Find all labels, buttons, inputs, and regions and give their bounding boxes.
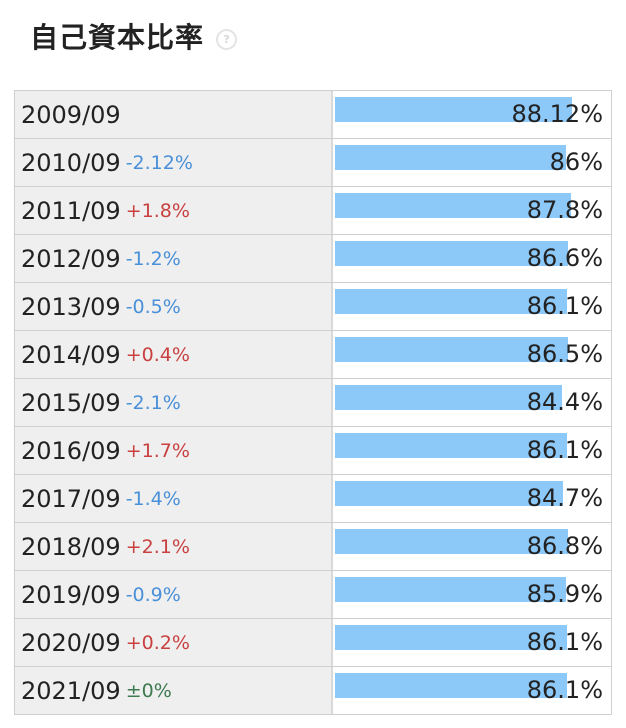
bar-cell: 86.5%: [333, 331, 611, 378]
table-row: 2021/09 ±0% 86.1%: [14, 667, 612, 715]
bar: [335, 577, 566, 602]
bar: [335, 529, 568, 554]
table-row: 2011/09 +1.8% 87.8%: [14, 187, 612, 235]
bar-value-label: 86%: [549, 148, 603, 176]
year-label: 2012/09: [21, 244, 121, 273]
bar-value-label: 84.4%: [526, 388, 603, 416]
year-cell: 2021/09 ±0%: [15, 667, 333, 714]
bar-value-label: 85.9%: [526, 580, 603, 608]
bar-value-label: 86.5%: [526, 340, 603, 368]
equity-ratio-table: 2009/09 88.12% 2010/09 -2.12% 86% 2011/09 +1.8…: [14, 90, 612, 715]
year-cell: 2017/09 -1.4%: [15, 475, 333, 522]
year-cell: 2012/09 -1.2%: [15, 235, 333, 282]
year-label: 2018/09: [21, 532, 121, 561]
bar: [335, 673, 567, 698]
year-cell: 2018/09 +2.1%: [15, 523, 333, 570]
bar-value-label: 86.1%: [526, 436, 603, 464]
bar-value-label: 86.1%: [526, 292, 603, 320]
table-row: 2017/09 -1.4% 84.7%: [14, 475, 612, 523]
year-cell: 2015/09 -2.1%: [15, 379, 333, 426]
change-label: +1.8%: [125, 199, 190, 222]
bar: [335, 337, 568, 362]
year-cell: 2009/09: [15, 91, 333, 138]
bar: [335, 433, 567, 458]
table-row: 2018/09 +2.1% 86.8%: [14, 523, 612, 571]
year-label: 2011/09: [21, 196, 121, 225]
change-label: -1.4%: [125, 487, 181, 510]
table-row: 2020/09 +0.2% 86.1%: [14, 619, 612, 667]
change-label: -2.12%: [125, 151, 193, 174]
bar-cell: 86.1%: [333, 283, 611, 330]
table-row: 2009/09 88.12%: [14, 91, 612, 139]
table-row: 2014/09 +0.4% 86.5%: [14, 331, 612, 379]
bar: [335, 625, 567, 650]
year-label: 2015/09: [21, 388, 121, 417]
bar: [335, 97, 572, 122]
bar: [335, 385, 562, 410]
bar-cell: 88.12%: [333, 91, 611, 138]
bar: [335, 193, 571, 218]
year-label: 2016/09: [21, 436, 121, 465]
year-label: 2021/09: [21, 676, 121, 705]
year-cell: 2010/09 -2.12%: [15, 139, 333, 186]
table-row: 2015/09 -2.1% 84.4%: [14, 379, 612, 427]
year-label: 2020/09: [21, 628, 121, 657]
bar-value-label: 84.7%: [526, 484, 603, 512]
change-label: +1.7%: [125, 439, 190, 462]
bar-cell: 86%: [333, 139, 611, 186]
bar-value-label: 88.12%: [511, 100, 603, 128]
bar: [335, 145, 566, 170]
change-label: -0.5%: [125, 295, 181, 318]
bar: [335, 481, 563, 506]
bar-cell: 84.4%: [333, 379, 611, 426]
change-label: +2.1%: [125, 535, 190, 558]
change-label: +0.2%: [125, 631, 190, 654]
change-label: ±0%: [125, 679, 172, 702]
year-label: 2009/09: [21, 100, 121, 129]
bar-value-label: 86.8%: [526, 532, 603, 560]
bar: [335, 289, 567, 314]
chart-title: 自己資本比率: [30, 21, 205, 54]
bar: [335, 241, 568, 266]
bar-value-label: 86.6%: [526, 244, 603, 272]
bar-cell: 86.1%: [333, 667, 611, 714]
bar-cell: 87.8%: [333, 187, 611, 234]
year-label: 2019/09: [21, 580, 121, 609]
year-cell: 2014/09 +0.4%: [15, 331, 333, 378]
bar-cell: 85.9%: [333, 571, 611, 618]
question-circle-icon[interactable]: ?: [216, 28, 238, 50]
change-label: -0.9%: [125, 583, 181, 606]
table-row: 2013/09 -0.5% 86.1%: [14, 283, 612, 331]
year-label: 2010/09: [21, 148, 121, 177]
bar-cell: 86.1%: [333, 619, 611, 666]
table-row: 2012/09 -1.2% 86.6%: [14, 235, 612, 283]
bar-cell: 84.7%: [333, 475, 611, 522]
year-cell: 2011/09 +1.8%: [15, 187, 333, 234]
year-label: 2017/09: [21, 484, 121, 513]
change-label: -2.1%: [125, 391, 181, 414]
bar-cell: 86.6%: [333, 235, 611, 282]
title-row: 自己資本比率 ?: [30, 14, 238, 58]
year-cell: 2016/09 +1.7%: [15, 427, 333, 474]
year-cell: 2020/09 +0.2%: [15, 619, 333, 666]
year-cell: 2019/09 -0.9%: [15, 571, 333, 618]
bar-value-label: 86.1%: [526, 676, 603, 704]
bar-value-label: 87.8%: [526, 196, 603, 224]
year-label: 2014/09: [21, 340, 121, 369]
bar-cell: 86.1%: [333, 427, 611, 474]
bar-value-label: 86.1%: [526, 628, 603, 656]
change-label: -1.2%: [125, 247, 181, 270]
table-row: 2010/09 -2.12% 86%: [14, 139, 612, 187]
table-row: 2019/09 -0.9% 85.9%: [14, 571, 612, 619]
year-label: 2013/09: [21, 292, 121, 321]
table-row: 2016/09 +1.7% 86.1%: [14, 427, 612, 475]
bar-cell: 86.8%: [333, 523, 611, 570]
year-cell: 2013/09 -0.5%: [15, 283, 333, 330]
change-label: +0.4%: [125, 343, 190, 366]
